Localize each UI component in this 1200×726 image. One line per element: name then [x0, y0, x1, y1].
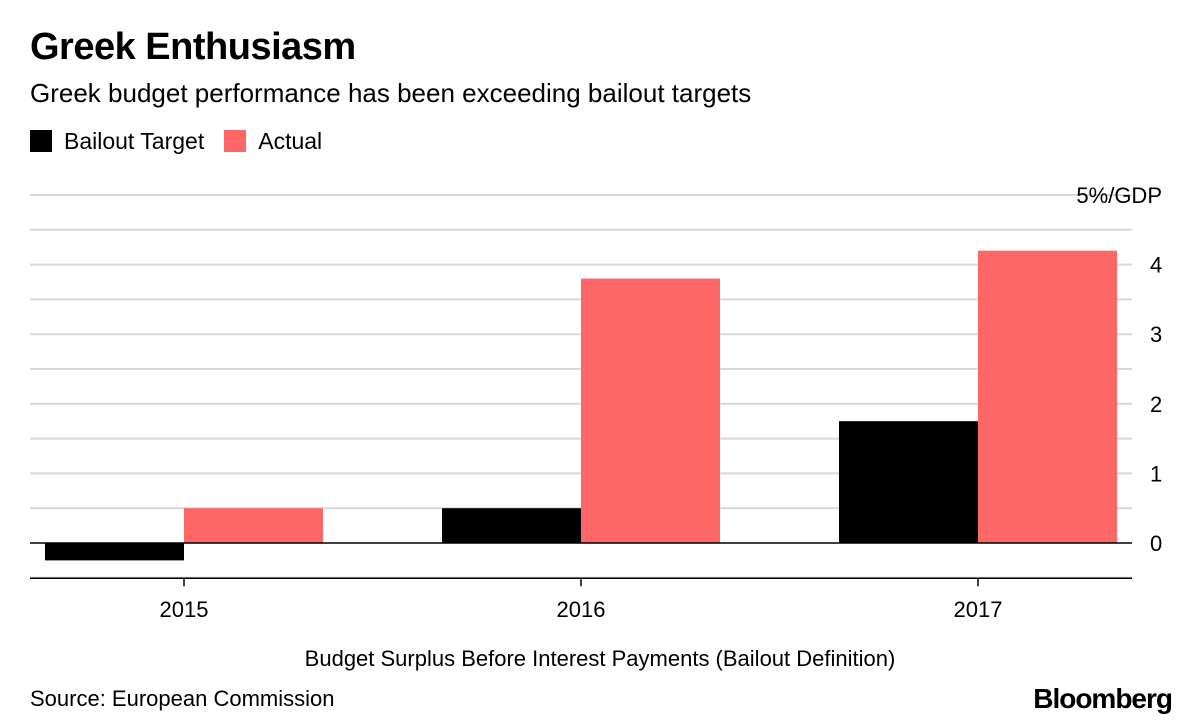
y-tick-label-3: 3: [1150, 322, 1162, 347]
bar-actual-2015: [184, 508, 323, 543]
bar-actual-2016: [581, 278, 720, 543]
y-tick-label-2: 2: [1150, 392, 1162, 417]
bar-actual-2017: [978, 250, 1117, 543]
bar-bailout-target-2017: [839, 421, 978, 543]
source-note: Source: European Commission: [30, 686, 335, 711]
x-tick-label-2015: 2015: [160, 597, 209, 622]
x-tick-label-2017: 2017: [954, 597, 1003, 622]
chart-subtitle: Greek budget performance has been exceed…: [30, 78, 752, 108]
bar-bailout-target-2015: [45, 543, 184, 561]
y-unit-label: 5%/GDP: [1076, 183, 1162, 208]
legend-swatch-bailout-target: [30, 130, 52, 152]
y-tick-label-1: 1: [1150, 461, 1162, 486]
legend-item-bailout-target: Bailout Target: [30, 128, 204, 155]
legend: Bailout Target Actual: [30, 127, 342, 155]
bar-chart: 2015 2016 2017 0 1 2 3 4 5%/GDP: [30, 183, 1162, 622]
x-tick-label-2016: 2016: [557, 597, 606, 622]
x-axis-label: Budget Surplus Before Interest Payments …: [304, 646, 896, 671]
bar-bailout-target-2016: [442, 508, 581, 543]
legend-swatch-actual: [224, 130, 247, 152]
legend-label-actual: Actual: [258, 127, 323, 154]
chart-title: Greek Enthusiasm: [30, 26, 356, 68]
legend-label-bailout-target: Bailout Target: [64, 127, 205, 154]
y-tick-label-4: 4: [1150, 253, 1162, 278]
legend-item-actual: Actual: [224, 128, 322, 155]
bloomberg-logo: Bloomberg: [1033, 683, 1173, 714]
y-tick-label-0: 0: [1150, 531, 1162, 556]
